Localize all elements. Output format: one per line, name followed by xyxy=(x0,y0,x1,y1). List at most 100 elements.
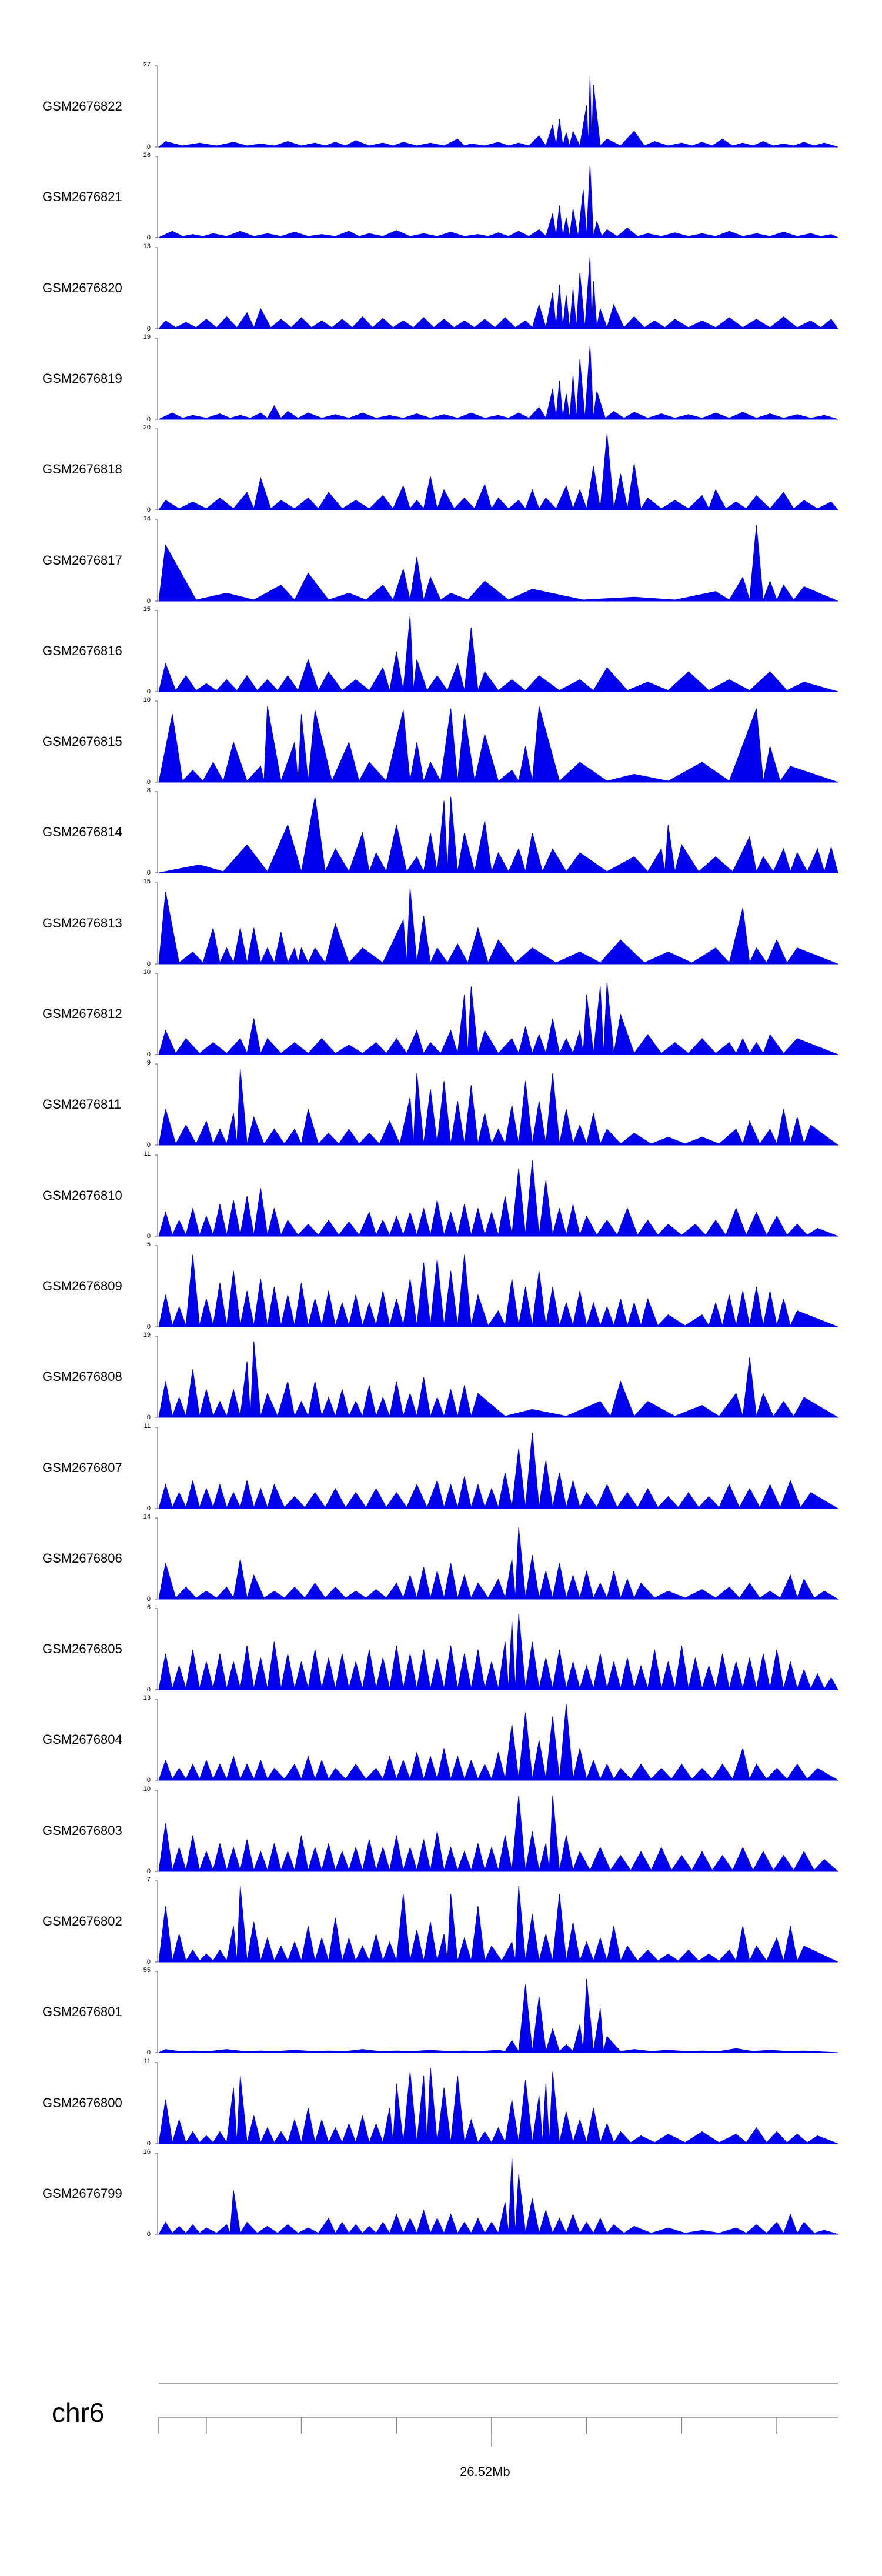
y-min-label: 0 xyxy=(146,1142,151,1149)
coverage-area xyxy=(158,1527,839,1600)
y-min-label: 0 xyxy=(146,1323,151,1330)
y-min-label: 0 xyxy=(146,2230,151,2238)
track-GSM2676814: GSM2676814 8 0 xyxy=(0,787,882,880)
coverage-plot xyxy=(155,1427,839,1509)
track-GSM2676821: GSM2676821 26 0 xyxy=(0,152,882,245)
coverage-area xyxy=(158,1432,839,1509)
y-max-label: 13 xyxy=(143,1694,151,1702)
coverage-plot xyxy=(155,1971,838,2053)
track-GSM2676819: GSM2676819 19 0 xyxy=(0,333,882,427)
track-GSM2676820: GSM2676820 13 0 xyxy=(0,242,882,336)
y-max-label: 26 xyxy=(143,152,151,159)
track-label: GSM2676804 xyxy=(42,1732,122,1747)
track-label: GSM2676799 xyxy=(42,2185,122,2201)
coverage-area xyxy=(158,2158,838,2235)
y-max-label: 10 xyxy=(143,1785,151,1793)
y-min-label: 0 xyxy=(146,1777,151,1784)
track-label: GSM2676816 xyxy=(42,643,122,658)
coverage-area xyxy=(158,887,838,965)
coverage-area xyxy=(158,797,838,873)
track-GSM2676815: GSM2676815 10 0 xyxy=(0,696,882,790)
y-max-label: 20 xyxy=(143,424,151,432)
coverage-plot xyxy=(155,1336,839,1418)
coverage-area xyxy=(158,345,838,420)
coverage-area xyxy=(158,1979,838,2053)
y-max-label: 5 xyxy=(146,1240,151,1248)
y-max-label: 8 xyxy=(146,787,151,795)
coverage-plot xyxy=(155,610,838,692)
y-min-label: 0 xyxy=(146,1595,151,1603)
track-label: GSM2676812 xyxy=(42,1006,122,1021)
y-min-label: 0 xyxy=(146,234,151,242)
track-label: GSM2676813 xyxy=(42,915,122,930)
track-GSM2676809: GSM2676809 5 0 xyxy=(0,1240,882,1334)
y-min-label: 0 xyxy=(146,688,151,695)
coverage-plot xyxy=(155,2062,838,2144)
y-max-label: 11 xyxy=(143,1422,151,1430)
track-label: GSM2676814 xyxy=(42,825,122,840)
y-min-label: 0 xyxy=(146,869,151,877)
y-min-label: 0 xyxy=(146,1051,151,1058)
y-max-label: 15 xyxy=(143,877,151,885)
y-min-label: 0 xyxy=(146,960,151,967)
y-max-label: 13 xyxy=(143,242,151,250)
y-max-label: 19 xyxy=(143,333,151,341)
y-max-label: 27 xyxy=(143,61,151,68)
track-GSM2676799: GSM2676799 16 0 xyxy=(0,2148,882,2242)
track-label: GSM2676807 xyxy=(42,1460,122,1475)
track-label: GSM2676822 xyxy=(42,99,122,114)
coverage-area xyxy=(158,76,838,148)
y-min-label: 0 xyxy=(146,1232,151,1240)
track-GSM2676801: GSM2676801 55 0 xyxy=(0,1967,882,2060)
coverage-plot xyxy=(155,519,838,601)
y-max-label: 19 xyxy=(143,1332,151,1339)
track-GSM2676816: GSM2676816 15 0 xyxy=(0,606,882,699)
track-label: GSM2676819 xyxy=(42,371,122,386)
coverage-plot xyxy=(155,247,838,329)
coverage-plot xyxy=(155,338,838,420)
y-max-label: 16 xyxy=(143,2148,151,2155)
genome-axis xyxy=(158,2383,838,2447)
coverage-area xyxy=(158,1795,839,1872)
track-GSM2676808: GSM2676808 19 0 xyxy=(0,1332,882,1425)
track-GSM2676804: GSM2676804 13 0 xyxy=(0,1694,882,1788)
track-label: GSM2676811 xyxy=(42,1097,122,1112)
y-min-label: 0 xyxy=(146,597,151,605)
y-max-label: 14 xyxy=(143,515,151,522)
track-label: GSM2676805 xyxy=(42,1641,122,1657)
track-GSM2676817: GSM2676817 14 0 xyxy=(0,515,882,609)
coverage-plot xyxy=(155,882,838,965)
y-max-label: 6 xyxy=(146,1604,151,1611)
coverage-plot xyxy=(155,1880,838,1963)
coverage-plot xyxy=(155,2153,838,2235)
track-label: GSM2676809 xyxy=(42,1278,122,1293)
coverage-plot xyxy=(155,700,838,783)
coverage-area xyxy=(158,982,838,1055)
track-label: GSM2676808 xyxy=(42,1369,122,1384)
track-label: GSM2676800 xyxy=(42,2095,122,2110)
coverage-plot xyxy=(155,65,838,148)
coverage-area xyxy=(158,256,838,329)
coverage-area xyxy=(158,1069,839,1146)
coverage-area xyxy=(158,165,838,238)
track-label: GSM2676818 xyxy=(42,462,122,477)
track-GSM2676805: GSM2676805 6 0 xyxy=(0,1604,882,1697)
coverage-area xyxy=(158,2067,838,2144)
y-min-label: 0 xyxy=(146,2140,151,2147)
track-label: GSM2676810 xyxy=(42,1187,122,1203)
chromosome-label: chr6 xyxy=(52,2397,105,2428)
coverage-plot xyxy=(155,1608,838,1690)
y-min-label: 0 xyxy=(146,1686,151,1694)
y-min-label: 0 xyxy=(146,506,151,514)
track-label: GSM2676806 xyxy=(42,1550,122,1566)
track-GSM2676818: GSM2676818 20 0 xyxy=(0,424,882,518)
track-GSM2676812: GSM2676812 10 0 xyxy=(0,969,882,1062)
coverage-plot xyxy=(155,156,838,238)
track-GSM2676806: GSM2676806 14 0 xyxy=(0,1513,882,1607)
y-min-label: 0 xyxy=(146,415,151,423)
track-label: GSM2676803 xyxy=(42,1823,122,1838)
coverage-plot xyxy=(155,1245,838,1327)
y-max-label: 55 xyxy=(143,1967,151,1974)
coverage-plot xyxy=(155,973,838,1055)
y-min-label: 0 xyxy=(146,1867,151,1875)
